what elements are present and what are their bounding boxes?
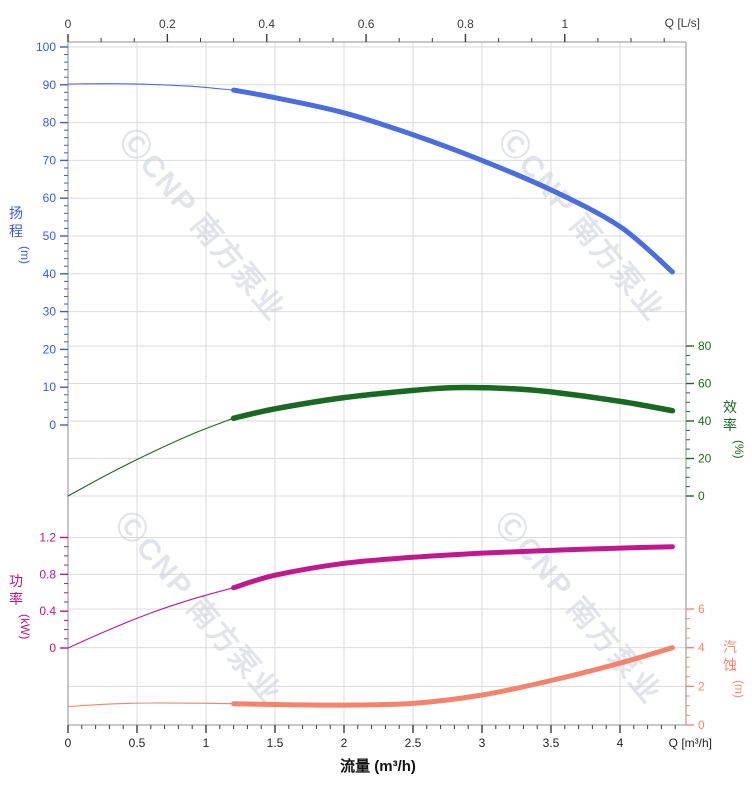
top-axis-tick-label: 1 (561, 17, 568, 31)
power-axis-tick-label: 0.8 (39, 567, 56, 581)
bottom-axis-tick-label: 0.5 (129, 736, 146, 750)
npsh-curve-thin (67, 702, 235, 708)
npsh-axis-title: 汽 (723, 639, 737, 655)
head-axis-tick-label: 40 (43, 267, 57, 281)
watermark-text: ⒸCNP 南方泵业 (492, 123, 672, 328)
npsh-axis-title: 蚀 (723, 657, 737, 673)
bottom-axis-title: 流量 (m³/h) (340, 757, 416, 775)
watermark-text: ⒸCNP 南方泵业 (109, 506, 289, 711)
eff-curve-thick (230, 384, 676, 421)
bottom-axis-tick-label: 2.5 (405, 736, 422, 750)
head-axis-tick-label: 10 (43, 380, 57, 394)
eff-axis-unit: (%) (732, 440, 746, 459)
head-axis-tick-label: 100 (36, 40, 56, 54)
bottom-axis-tick-label: 4 (617, 736, 624, 750)
watermark-text: ⒸCNP 南方泵业 (489, 506, 669, 711)
axis-layer: 0 0.2 0.4 0.6 0.8 10 0.5 1 1.5 2 2.5 3 3.5 4100908070… (9, 17, 746, 750)
eff-curve-thin (67, 417, 235, 497)
head-axis-tick-label: 30 (43, 305, 57, 319)
top-axis-tick-label: 0.8 (457, 17, 474, 31)
power-axis-unit: (kW) (18, 614, 32, 639)
npsh-axis-tick-label: 4 (698, 641, 705, 655)
top-axis-tick-label: 0.6 (358, 17, 375, 31)
npsh-axis-unit: (m) (732, 680, 746, 698)
watermark-layer: ⒸCNP 南方泵业 ⒸCNP 南方泵业 ⒸCNP 南方泵业 ⒸCNP 南方泵业 (109, 123, 672, 711)
npsh-axis-tick-label: 0 (698, 718, 705, 732)
bottom-axis-tick-label: 3.5 (543, 736, 560, 750)
top-axis-tick-label: 0.4 (258, 17, 275, 31)
curve-layer (67, 83, 676, 708)
top-axis-unit-label: Q [L/s] (665, 16, 700, 30)
head-axis-tick-label: 70 (43, 153, 57, 167)
eff-axis-tick-label: 20 (698, 452, 712, 466)
grid-layer (68, 42, 686, 725)
head-axis-title: 扬 (9, 205, 23, 221)
eff-axis-tick-label: 40 (698, 414, 712, 428)
bottom-axis-tick-label: 0 (65, 736, 72, 750)
head-curve-thick (231, 87, 675, 275)
npsh-curve-thick (231, 645, 675, 708)
head-axis-tick-label: 60 (43, 191, 57, 205)
eff-axis-tick-label: 0 (698, 489, 705, 503)
bottom-axis-tick-label: 3 (479, 736, 486, 750)
head-axis-tick-label: 0 (49, 418, 56, 432)
power-axis-tick-label: 1.2 (39, 530, 56, 544)
top-axis-tick-label: 0 (65, 17, 72, 31)
head-axis-title: 程 (9, 223, 23, 239)
top-axis-tick-label: 0.2 (159, 17, 176, 31)
power-curve-thick (231, 544, 675, 591)
head-axis-unit: (m) (18, 246, 32, 264)
watermark-text: ⒸCNP 南方泵业 (113, 123, 293, 328)
head-axis-tick-label: 50 (43, 229, 57, 243)
power-axis-tick-label: 0.4 (39, 604, 56, 618)
npsh-axis-tick-label: 6 (698, 602, 705, 616)
head-axis-tick-label: 90 (43, 78, 57, 92)
npsh-axis-tick-label: 2 (698, 679, 705, 693)
bottom-axis-tick-label: 1.5 (267, 736, 284, 750)
eff-axis-tick-label: 80 (698, 339, 712, 353)
eff-axis-title: 效 (723, 399, 737, 415)
head-axis-tick-label: 80 (43, 116, 57, 130)
eff-axis-tick-label: 60 (698, 377, 712, 391)
head-curve-thin (67, 83, 235, 91)
bottom-axis-unit-label: Q [m³/h] (669, 736, 712, 750)
power-curve-thin (67, 587, 235, 649)
bottom-axis-tick-label: 2 (341, 736, 348, 750)
head-axis-tick-label: 20 (43, 342, 57, 356)
power-axis-title: 率 (9, 591, 23, 607)
eff-axis-title: 率 (723, 417, 737, 433)
power-axis-tick-label: 0 (49, 641, 56, 655)
power-axis-title: 功 (9, 573, 23, 589)
bottom-axis-tick-label: 1 (203, 736, 210, 750)
